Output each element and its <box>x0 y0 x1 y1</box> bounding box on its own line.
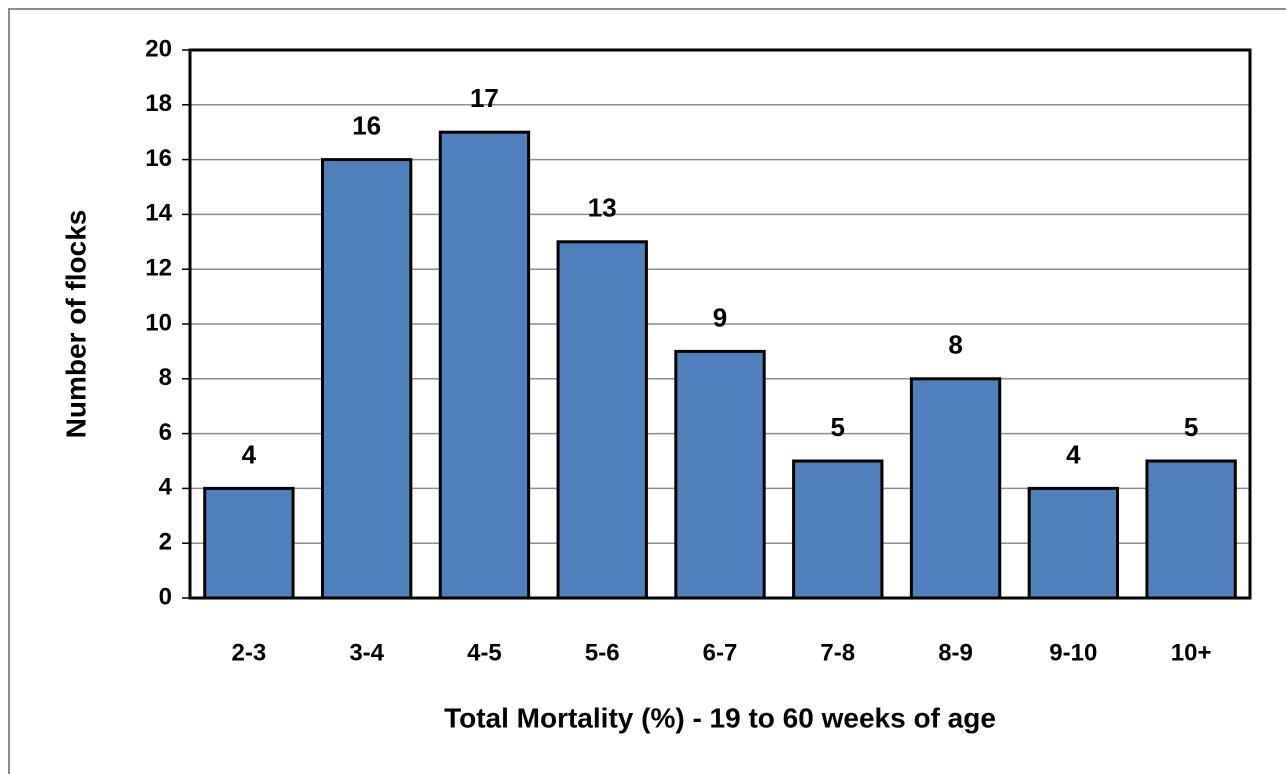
y-tick-label: 16 <box>145 145 172 172</box>
x-tick-label: 5-6 <box>585 639 620 666</box>
x-axis-label: Total Mortality (%) - 19 to 60 weeks of … <box>444 702 996 733</box>
y-tick-label: 20 <box>145 35 172 62</box>
data-label: 5 <box>1184 412 1198 442</box>
data-label: 4 <box>1066 439 1081 469</box>
y-tick-label: 14 <box>145 200 172 227</box>
bar <box>1027 486 1119 600</box>
x-tick-label: 7-8 <box>820 639 855 666</box>
x-tick-label: 10+ <box>1171 639 1212 666</box>
x-tick-label: 4-5 <box>467 639 502 666</box>
data-label: 16 <box>352 110 381 140</box>
bar <box>438 130 531 600</box>
bar <box>321 158 413 600</box>
y-tick-label: 0 <box>159 583 172 610</box>
x-tick-label: 2-3 <box>232 639 267 666</box>
x-tick-label: 8-9 <box>938 639 973 666</box>
x-tick-label: 9-10 <box>1049 639 1097 666</box>
bar <box>1145 459 1237 600</box>
data-label: 5 <box>831 412 845 442</box>
y-tick-label: 2 <box>159 529 172 556</box>
bar <box>674 349 766 600</box>
data-label: 4 <box>242 439 257 469</box>
y-tick-label: 8 <box>159 364 172 391</box>
data-label: 8 <box>948 330 962 360</box>
bar <box>556 240 648 600</box>
y-tick-label: 18 <box>145 90 172 117</box>
data-label: 13 <box>588 193 617 223</box>
data-label: 17 <box>470 83 499 113</box>
bar <box>203 486 295 600</box>
x-tick-label: 3-4 <box>349 639 384 666</box>
bar <box>792 459 884 600</box>
y-axis-label: Number of flocks <box>60 210 91 439</box>
data-label: 9 <box>713 302 727 332</box>
y-tick-label: 12 <box>145 255 172 282</box>
y-tick-label: 4 <box>159 474 173 501</box>
y-tick-label: 10 <box>145 309 172 336</box>
y-tick-label: 6 <box>159 419 172 446</box>
bar <box>909 377 1002 600</box>
x-tick-label: 6-7 <box>703 639 738 666</box>
